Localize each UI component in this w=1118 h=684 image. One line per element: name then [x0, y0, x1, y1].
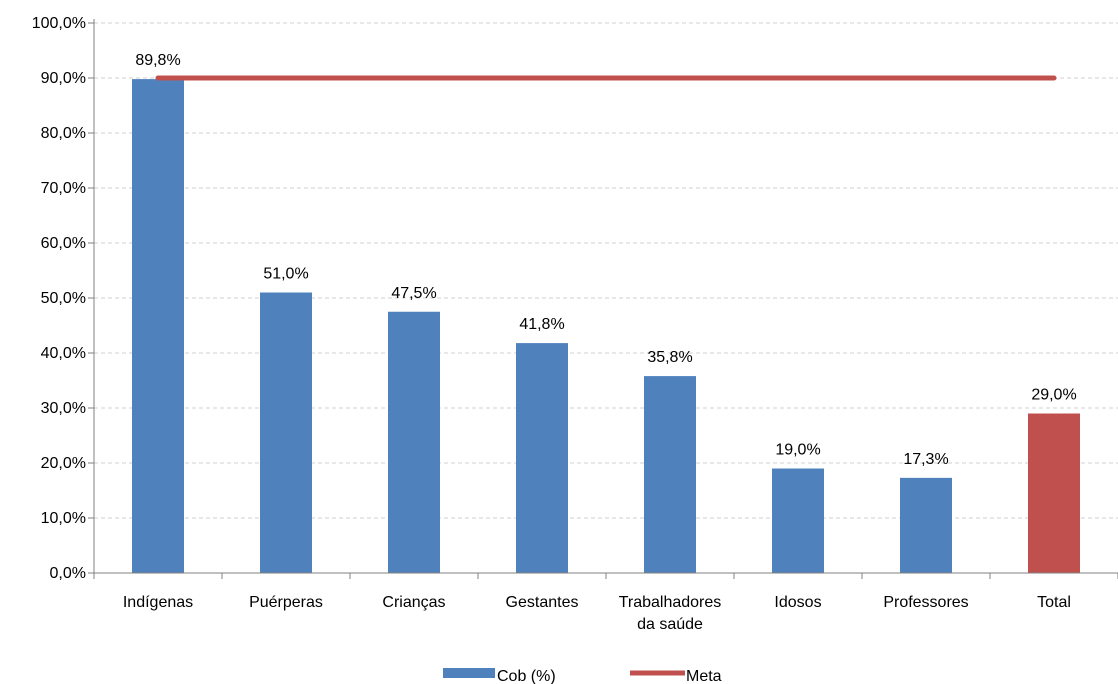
- y-tick-label: 100,0%: [32, 15, 86, 32]
- legend-swatch-cob: [443, 668, 495, 678]
- x-category-label: Idosos: [774, 594, 821, 611]
- axes: 0,0% 10,0% 20,0% 30,0% 40,0% 50,0% 60,0% 70,0% 8…: [32, 15, 1118, 633]
- data-label: 19,0%: [775, 442, 820, 459]
- data-label: 47,5%: [391, 285, 436, 302]
- x-category-label: Gestantes: [506, 594, 579, 611]
- data-labels: 89,8% 51,0% 47,5% 41,8% 35,8% 19,0% 17,3% 29,0%: [135, 52, 1076, 468]
- y-tick-label: 30,0%: [41, 400, 86, 417]
- data-label: 29,0%: [1031, 387, 1076, 404]
- legend: Cob (%) Meta: [443, 668, 722, 684]
- y-tick-label: 50,0%: [41, 290, 86, 307]
- bar-idosos: [772, 468, 824, 573]
- y-tick-label: 10,0%: [41, 510, 86, 527]
- y-tick-label: 0,0%: [50, 565, 86, 582]
- data-label: 89,8%: [135, 52, 180, 69]
- legend-label-meta: Meta: [686, 668, 722, 684]
- bar-pu-rperas: [260, 292, 312, 573]
- y-tick-label: 60,0%: [41, 235, 86, 252]
- data-label: 51,0%: [263, 266, 308, 283]
- x-category-label: Trabalhadores da saúde: [619, 594, 722, 633]
- y-tick-label: 70,0%: [41, 180, 86, 197]
- bar-ind-genas: [132, 79, 184, 573]
- x-category-label: Indígenas: [123, 594, 193, 611]
- y-tick-label: 20,0%: [41, 455, 86, 472]
- y-tick-label: 80,0%: [41, 125, 86, 142]
- legend-label-cob: Cob (%): [497, 668, 556, 684]
- bar-gestantes: [516, 343, 568, 573]
- bar-professores: [900, 477, 952, 573]
- bar-crian-as: [388, 311, 440, 573]
- data-label: 35,8%: [647, 349, 692, 366]
- y-tick-label: 40,0%: [41, 345, 86, 362]
- bars: [132, 79, 1080, 573]
- bar-total: [1028, 413, 1080, 573]
- data-label: 17,3%: [903, 451, 948, 468]
- x-category-label: Total: [1037, 594, 1071, 611]
- x-category-label: Puérperas: [249, 594, 323, 611]
- y-tick-label: 90,0%: [41, 70, 86, 87]
- gridlines: [94, 22, 1118, 519]
- x-category-label: Crianças: [382, 594, 445, 611]
- data-label: 41,8%: [519, 316, 564, 333]
- x-category-label: Professores: [883, 594, 968, 611]
- bar-trabalhadores-da-sa-de: [644, 376, 696, 573]
